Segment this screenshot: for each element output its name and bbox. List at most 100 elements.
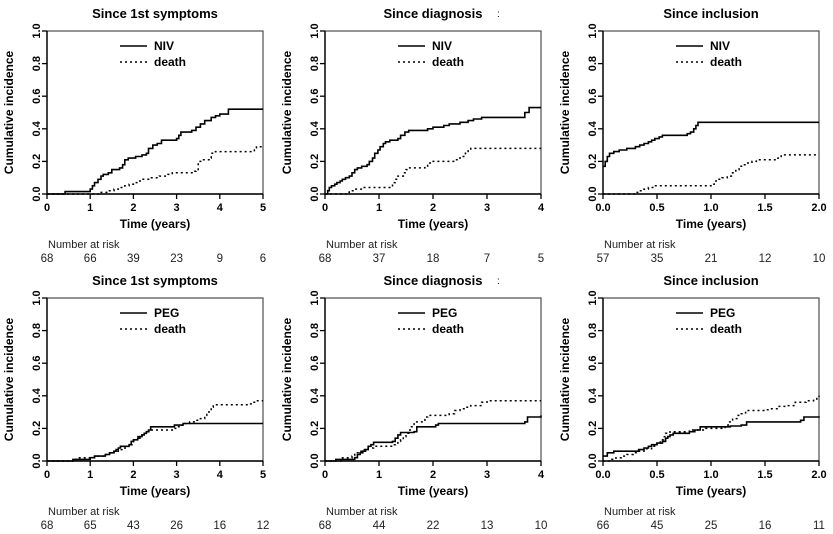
y-tick-label: 0.8 [309,56,321,71]
y-tick-label: 0.8 [31,323,43,338]
x-tick-label: 3 [484,202,490,214]
number-at-risk-value: 18 [427,253,440,265]
cuminc-plot: 0.0 0.2 0.4 0.6 0.8 1.0 0 1 2 3 4 Since diagnosis: C… [280,273,548,532]
title-annotation-icon: : [497,9,500,20]
y-tick-label: 0.2 [309,154,321,169]
panel-niv-2: 0.0 0.2 0.4 0.6 0.8 1.0 0.0 0.5 1.0 1.5 2.0 Since i… [556,0,833,267]
x-tick-label: 0.5 [649,469,664,481]
x-tick-label: 2 [130,469,136,481]
y-tick-label: 0.2 [309,421,321,436]
legend-label-peg: PEG [154,306,179,320]
number-at-risk-value: 22 [427,520,440,532]
x-tick-label: 0.0 [595,469,610,481]
series-line-niv [47,108,263,195]
y-tick-label: 0.8 [587,323,599,338]
legend-label-death: death [710,55,742,69]
x-tick-label: 1 [376,469,382,481]
legend-label-death: death [432,322,464,336]
series-line-death [47,399,263,462]
y-axis-label: Cumulative incidence [558,317,572,441]
y-tick-label: 0.2 [587,421,599,436]
x-axis-label: Time (years) [120,217,190,231]
x-axis-label: Time (years) [676,484,746,498]
x-tick-label: 1.5 [757,202,772,214]
y-tick-label: 1.0 [309,290,321,305]
y-tick-label: 0.0 [587,453,599,468]
legend-label-niv: NIV [154,39,174,53]
x-tick-label: 3 [174,469,180,481]
series-line-peg [325,415,542,462]
legend-label-death: death [432,55,464,69]
y-tick-label: 0.8 [587,56,599,71]
number-at-risk-value: 12 [257,520,270,532]
number-at-risk-label: Number at risk [604,239,676,251]
number-at-risk-value: 10 [813,253,826,265]
x-tick-label: 2 [430,202,436,214]
x-tick-label: 4 [538,469,545,481]
number-at-risk-value: 11 [813,520,825,532]
number-at-risk-value: 10 [535,520,548,532]
y-tick-label: 1.0 [31,290,43,305]
y-tick-label: 0.0 [31,453,43,468]
number-at-risk-value: 68 [319,520,332,532]
x-axis-label: Time (years) [398,217,468,231]
number-at-risk-value: 13 [481,520,494,532]
series-line-death [47,145,263,195]
x-tick-label: 0 [44,469,50,481]
panel-title: Since inclusion [663,6,758,21]
y-tick-label: 0.0 [587,186,599,201]
x-tick-label: 4 [217,469,224,481]
y-axis-label: Cumulative incidence [2,50,16,174]
title-annotation-icon: : [497,276,500,287]
x-tick-label: 1.0 [703,469,718,481]
legend-label-niv: NIV [710,39,730,53]
number-at-risk-value: 68 [41,520,54,532]
x-tick-label: 1.5 [757,469,772,481]
x-tick-label: 2.0 [811,469,826,481]
number-at-risk-value: 12 [759,253,772,265]
panel-niv-1: 0.0 0.2 0.4 0.6 0.8 1.0 0 1 2 3 4 Since diagnosis: C… [278,0,555,267]
panel-peg-0: 0.0 0.2 0.4 0.6 0.8 1.0 0 1 2 3 4 5 Since 1st sympto… [0,267,277,534]
x-tick-label: 2.0 [811,202,826,214]
legend-label-death: death [710,322,742,336]
y-axis-label: Cumulative incidence [280,50,294,174]
number-at-risk-value: 23 [170,253,183,265]
panel-title: Since diagnosis [384,6,483,21]
number-at-risk-value: 66 [597,520,610,532]
y-tick-label: 0.0 [309,186,321,201]
cuminc-plot: 0.0 0.2 0.4 0.6 0.8 1.0 0.0 0.5 1.0 1.5 2.0 Since i… [558,6,827,265]
y-tick-label: 0.6 [309,356,321,371]
legend-label-death: death [154,55,186,69]
x-tick-label: 1 [376,202,382,214]
number-at-risk-value: 43 [127,520,140,532]
x-tick-label: 4 [217,202,224,214]
y-tick-label: 0.6 [587,356,599,371]
series-line-niv [325,106,541,195]
y-tick-label: 1.0 [31,23,43,38]
number-at-risk-label: Number at risk [604,506,676,518]
number-at-risk-value: 5 [538,253,544,265]
x-tick-label: 0.0 [595,202,610,214]
number-at-risk-value: 44 [373,520,386,532]
y-tick-label: 1.0 [587,290,599,305]
y-tick-label: 0.6 [31,89,43,104]
number-at-risk-value: 65 [84,520,97,532]
y-tick-label: 0.4 [31,387,43,403]
y-tick-label: 0.4 [587,387,599,403]
y-tick-label: 0.0 [309,453,321,468]
cuminc-plot: 0.0 0.2 0.4 0.6 0.8 1.0 0.0 0.5 1.0 1.5 2.0 Since i… [558,273,827,532]
number-at-risk-label: Number at risk [48,506,120,518]
cuminc-plot: 0.0 0.2 0.4 0.6 0.8 1.0 0 1 2 3 4 Since diagnosis: C… [280,6,545,265]
number-at-risk-label: Number at risk [326,506,398,518]
number-at-risk-value: 16 [759,520,772,532]
series-line-peg [603,416,820,457]
number-at-risk-value: 16 [213,520,226,532]
x-tick-label: 5 [260,202,266,214]
panel-peg-2: 0.0 0.2 0.4 0.6 0.8 1.0 0.0 0.5 1.0 1.5 2.0 Since i… [556,267,833,534]
y-axis-label: Cumulative incidence [558,50,572,174]
x-tick-label: 0.5 [649,202,664,214]
legend-label-niv: NIV [432,39,452,53]
y-axis-label: Cumulative incidence [2,317,16,441]
y-axis-label: Cumulative incidence [280,317,294,441]
